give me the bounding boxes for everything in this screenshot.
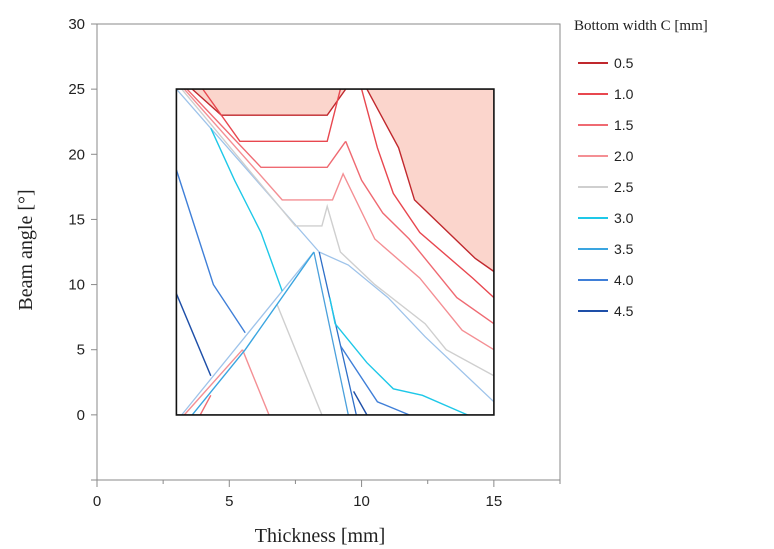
legend-label-4.0: 4.0 bbox=[614, 272, 634, 288]
shaded-region bbox=[192, 89, 494, 272]
contour-4.5-seg-0 bbox=[175, 293, 212, 377]
x-axis-title: Thickness [mm] bbox=[255, 525, 386, 547]
overlay-line-1 bbox=[181, 251, 315, 416]
contour-3.0-seg-1 bbox=[329, 297, 468, 416]
contour-2.5-seg-0 bbox=[181, 88, 495, 377]
contour-4.0-seg-1 bbox=[339, 345, 410, 416]
contour-1.5-seg-0 bbox=[186, 88, 347, 169]
domain-polygon bbox=[175, 88, 495, 416]
legend-label-2.5: 2.5 bbox=[614, 179, 634, 195]
legend-label-3.0: 3.0 bbox=[614, 210, 634, 226]
x-tick-label: 10 bbox=[353, 493, 370, 510]
y-tick-label: 30 bbox=[68, 16, 85, 33]
contour-lines bbox=[175, 88, 495, 416]
contour-1.5-seg-1 bbox=[345, 141, 495, 325]
legend-label-0.5: 0.5 bbox=[614, 55, 634, 71]
legend-label-3.5: 3.5 bbox=[614, 241, 634, 257]
x-tick-label: 0 bbox=[93, 493, 101, 510]
legend-label-4.5: 4.5 bbox=[614, 303, 634, 319]
legend: 0.5 1.0 1.5 2.0 2.5 3.0 3.5 4.0 4.5 bbox=[578, 55, 634, 319]
contour-4.0-seg-0 bbox=[175, 169, 246, 334]
plot-area-border bbox=[96, 23, 561, 481]
legend-label-2.0: 2.0 bbox=[614, 148, 634, 164]
y-tick-label: 10 bbox=[68, 277, 85, 294]
contour-2.0-seg-0 bbox=[183, 88, 495, 351]
contour-2.5-seg-1 bbox=[276, 303, 323, 416]
overlay-line-3 bbox=[318, 251, 357, 416]
contour-3.5-seg-0 bbox=[191, 251, 315, 416]
x-tick-label: 5 bbox=[225, 493, 233, 510]
y-axis: 0 5 10 15 20 25 30 bbox=[68, 16, 97, 481]
plot-frame bbox=[96, 23, 561, 481]
y-tick-label: 20 bbox=[68, 146, 85, 163]
contour-1.0-seg-0 bbox=[202, 88, 342, 143]
domain-boundary bbox=[175, 88, 495, 416]
y-tick-label: 0 bbox=[77, 407, 85, 424]
y-tick-label: 15 bbox=[68, 211, 85, 228]
legend-label-1.5: 1.5 bbox=[614, 117, 634, 133]
contour-2.0-seg-1 bbox=[241, 349, 270, 416]
legend-label-1.0: 1.0 bbox=[614, 86, 634, 102]
contour-1.5-seg-2 bbox=[199, 394, 212, 416]
contour-3.0-seg-0 bbox=[210, 127, 283, 292]
y-tick-label: 5 bbox=[77, 342, 85, 359]
overlay-line-2 bbox=[313, 251, 349, 416]
contour-1.0-seg-1 bbox=[360, 88, 495, 299]
shaded-area bbox=[192, 89, 494, 272]
contour-0.5-seg-1 bbox=[366, 88, 495, 273]
contour-4.5-seg-1 bbox=[352, 391, 368, 416]
x-axis: 0 5 10 15 bbox=[93, 480, 561, 510]
legend-title: Bottom width C [mm] bbox=[574, 18, 708, 34]
x-tick-label: 15 bbox=[486, 493, 503, 510]
y-axis-title: Beam angle [°] bbox=[15, 189, 37, 310]
contour-2.0-seg-2 bbox=[183, 349, 244, 416]
y-tick-label: 25 bbox=[68, 81, 85, 98]
